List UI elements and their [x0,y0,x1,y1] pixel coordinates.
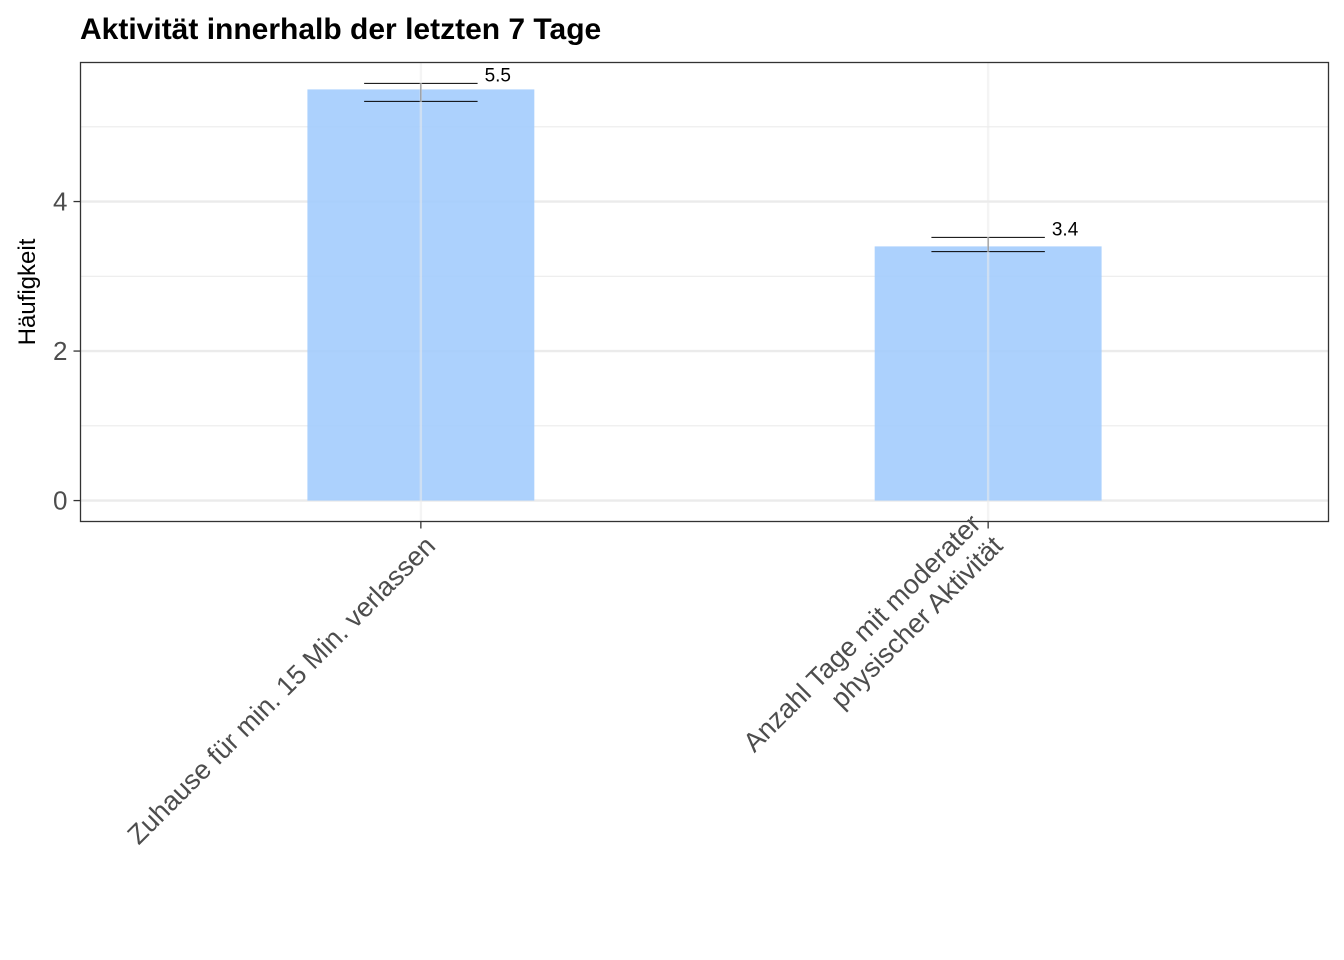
bars [307,89,1102,501]
data-labels: 5.5 3.4 [485,65,1079,240]
x-tick-label-line: Anzahl Tage mit moderater [737,509,986,758]
y-tick-label: 0 [53,486,67,516]
chart-title: Aktivität innerhalb der letzten 7 Tage [80,13,601,46]
vertical-gridlines [419,62,990,522]
panel-border [79,61,1330,523]
x-tick-label: Zuhause für min. 15 Min. verlassen [122,531,441,850]
y-tick-label: 4 [53,187,67,217]
y-axis-ticks: 0 2 4 [53,187,81,516]
y-tick-label: 2 [53,336,67,366]
x-tick-label: Anzahl Tage mit moderaterphysischer Akti… [737,508,1008,779]
data-label: 3.4 [1052,219,1079,240]
x-tick-label-line: Zuhause für min. 15 Min. verlassen [122,531,441,850]
y-axis-label: Häufigkeit [14,238,41,345]
data-label: 5.5 [485,65,511,86]
x-axis-ticks: Zuhause für min. 15 Min. verlassen Anzahl… [122,508,1009,850]
gridlines [80,126,1329,502]
